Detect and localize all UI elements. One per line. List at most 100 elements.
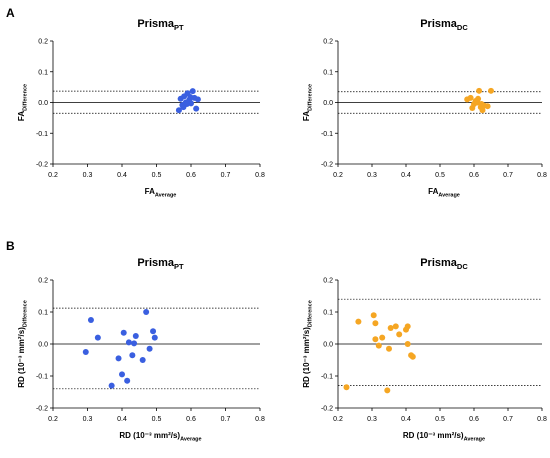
x-tick-label: 0.2 — [333, 172, 343, 179]
data-point — [82, 349, 89, 355]
data-point — [478, 101, 485, 108]
chart-title-main: Prisma — [420, 18, 458, 30]
x-axis-label-subscript: Average — [438, 193, 460, 199]
data-point — [387, 325, 394, 331]
x-tick-label: 0.5 — [435, 172, 445, 179]
x-tick-label: 0.6 — [469, 416, 479, 423]
y-tick-label: 0.2 — [323, 278, 333, 285]
y-tick-label: -0.1 — [36, 131, 48, 138]
data-point — [375, 342, 382, 349]
chart-title-subscript: DC — [457, 262, 468, 271]
x-axis-label-subscript: Average — [155, 193, 177, 199]
x-tick-label: 0.7 — [503, 416, 513, 423]
y-tick-label: 0.1 — [323, 310, 333, 317]
x-tick-label: 0.4 — [401, 172, 411, 179]
data-point — [469, 105, 476, 112]
y-axis-label: RD (10⁻³ mm²/s)Difference — [302, 300, 314, 388]
x-tick-label: 0.4 — [117, 172, 127, 179]
y-tick-label: -0.2 — [36, 406, 48, 413]
x-tick-label: 0.3 — [83, 416, 93, 423]
x-tick-label: 0.3 — [367, 172, 377, 179]
y-tick-label: -0.2 — [321, 162, 333, 169]
x-tick-label: 0.7 — [221, 172, 231, 179]
y-tick-label: 0.1 — [38, 69, 48, 76]
x-tick-label: 0.6 — [186, 172, 196, 179]
data-point — [370, 312, 377, 319]
x-tick-label: 0.3 — [83, 172, 93, 179]
data-point — [139, 357, 146, 363]
y-tick-label: 0.2 — [38, 39, 48, 46]
data-point — [175, 107, 182, 114]
data-point — [475, 95, 482, 102]
data-point — [392, 323, 399, 330]
data-point — [150, 328, 157, 335]
data-point — [143, 309, 150, 315]
x-axis-label: FAAverage — [145, 187, 177, 199]
data-point — [355, 318, 362, 325]
data-point — [131, 340, 138, 347]
x-tick-label: 0.3 — [367, 416, 377, 423]
y-tick-label: 0.0 — [38, 342, 48, 349]
x-axis-label: RD (10⁻³ mm²/s)Average — [403, 431, 485, 443]
x-tick-label: 0.4 — [117, 416, 127, 423]
x-axis-label-main: RD (10⁻³ mm²/s) — [403, 431, 464, 440]
data-point — [194, 96, 201, 103]
plots-group: 0.20.10.0-0.1-0.20.2 0.3 0.4 0.5 0.6 0.7 0.8Pr… — [17, 18, 547, 443]
x-axis-label-main: FA — [428, 187, 438, 196]
panel-label-b: B — [6, 239, 15, 253]
data-point — [189, 88, 196, 95]
y-tick-label: -0.2 — [36, 162, 48, 169]
chart-4: 0.20.10.0-0.1-0.20.2 0.3 0.4 0.5 0.6 0.7 0.8Pr… — [302, 257, 547, 443]
data-point — [132, 333, 139, 339]
data-point — [151, 334, 158, 341]
y-axis-label-subscript: Difference — [23, 300, 29, 327]
y-axis-label-subscript: Difference — [308, 300, 314, 327]
y-tick-label: 0.2 — [38, 278, 48, 285]
x-axis-label: FAAverage — [428, 187, 460, 199]
x-tick-label: 0.5 — [152, 172, 162, 179]
data-point — [183, 101, 190, 108]
data-point — [476, 87, 483, 94]
y-tick-label: 0.0 — [38, 100, 48, 107]
y-axis-label-main: FA — [17, 111, 26, 121]
data-point — [124, 377, 131, 384]
x-tick-label: 0.8 — [255, 416, 265, 423]
data-point — [484, 103, 491, 110]
y-axis-label-subscript: Difference — [23, 84, 29, 111]
chart-title-subscript: PT — [174, 262, 184, 271]
data-point — [125, 339, 132, 346]
x-axis-label-main: RD (10⁻³ mm²/s) — [119, 431, 180, 440]
x-tick-label: 0.6 — [186, 416, 196, 423]
chart-3: 0.20.10.0-0.1-0.20.2 0.3 0.4 0.5 0.6 0.7 0.8Pr… — [17, 257, 265, 443]
y-axis-label-main: RD (10⁻³ mm²/s) — [17, 327, 26, 388]
chart-title: PrismaDC — [420, 257, 468, 271]
data-point — [396, 331, 403, 338]
chart-title-main: Prisma — [137, 257, 175, 269]
data-point — [187, 93, 194, 100]
data-point — [409, 353, 416, 360]
data-point — [94, 334, 101, 341]
y-tick-label: -0.1 — [321, 374, 333, 381]
y-axis-label: FADifference — [302, 84, 314, 121]
chart-title: PrismaDC — [420, 18, 468, 32]
x-tick-label: 0.8 — [537, 172, 547, 179]
data-point — [146, 345, 153, 352]
x-axis-label-main: FA — [145, 187, 155, 196]
data-point — [404, 323, 411, 330]
x-axis-label-subscript: Average — [464, 437, 486, 443]
x-axis-label-subscript: Average — [180, 437, 202, 443]
data-point — [129, 352, 136, 359]
x-tick-label: 0.7 — [503, 172, 513, 179]
x-tick-label: 0.8 — [255, 172, 265, 179]
x-axis-label: RD (10⁻³ mm²/s)Average — [119, 431, 201, 443]
chart-title-subscript: DC — [457, 23, 468, 32]
x-tick-label: 0.2 — [48, 172, 58, 179]
y-tick-label: -0.2 — [321, 406, 333, 413]
chart-title: PrismaPT — [137, 257, 184, 271]
x-tick-label: 0.2 — [333, 416, 343, 423]
y-axis-label: FADifference — [17, 84, 29, 121]
y-tick-label: -0.1 — [321, 131, 333, 138]
chart-1: 0.20.10.0-0.1-0.20.2 0.3 0.4 0.5 0.6 0.7 0.8Pr… — [17, 18, 265, 199]
x-tick-label: 0.4 — [401, 416, 411, 423]
data-point — [372, 336, 379, 343]
